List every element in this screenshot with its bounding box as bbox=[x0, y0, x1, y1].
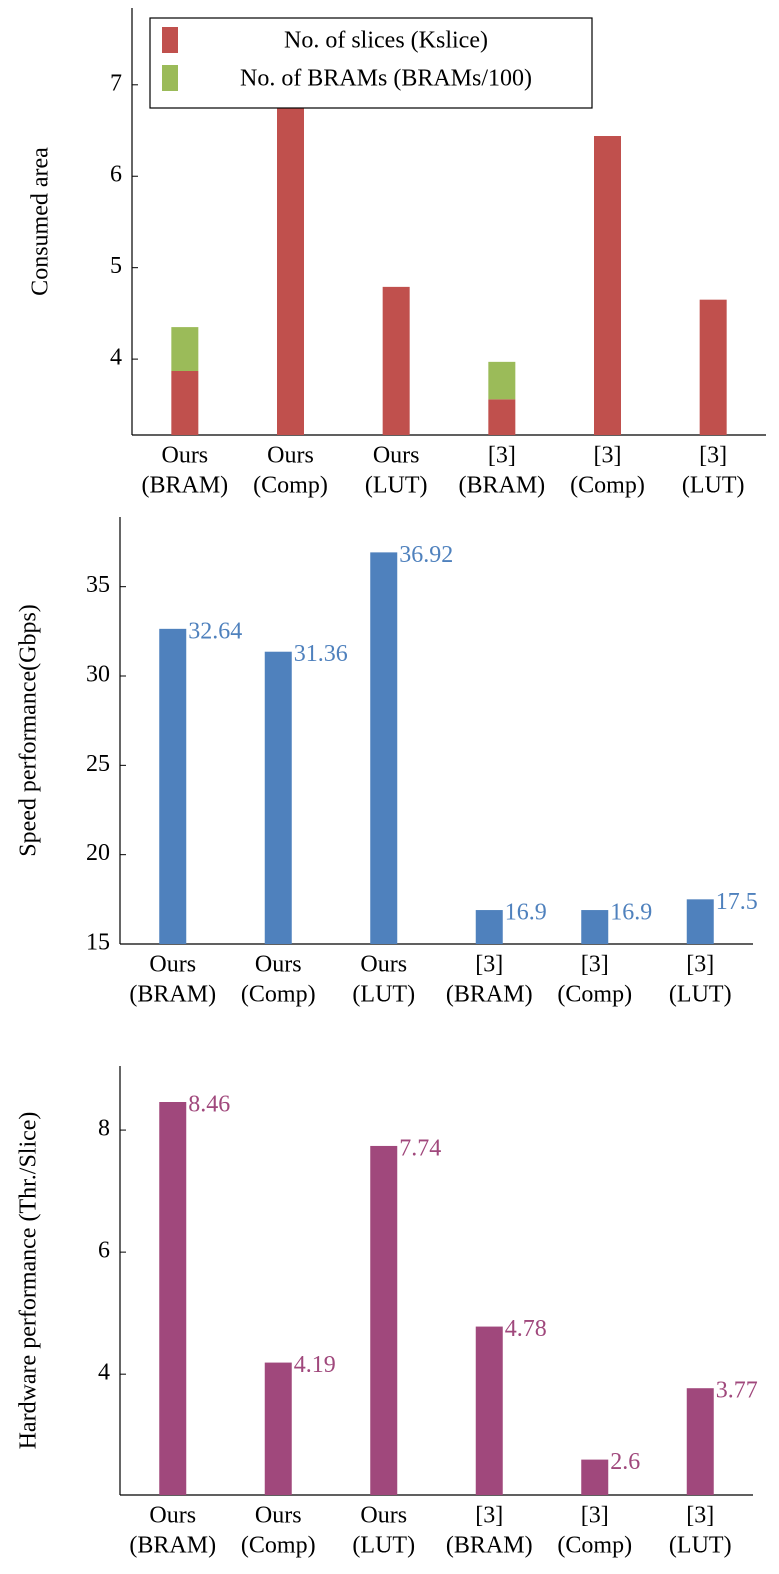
x-tick-label: Ours bbox=[149, 1503, 196, 1529]
x-tick-label: [3] bbox=[581, 1503, 609, 1529]
x-tick-label: (BRAM) bbox=[129, 1533, 216, 1559]
x-tick-label: [3] bbox=[686, 1503, 714, 1529]
x-tick-label: (LUT) bbox=[682, 473, 745, 499]
x-tick-label: (BRAM) bbox=[446, 1533, 533, 1559]
bar-segment bbox=[488, 361, 516, 400]
x-tick-label: (LUT) bbox=[352, 982, 415, 1008]
x-tick-label: [3] bbox=[594, 443, 622, 469]
y-tick-label: 4 bbox=[110, 345, 122, 371]
bar bbox=[581, 910, 609, 944]
bar bbox=[159, 628, 187, 944]
x-tick-label: (LUT) bbox=[669, 982, 732, 1008]
legend-label: No. of BRAMs (BRAMs/100) bbox=[240, 66, 532, 92]
y-tick-label: 25 bbox=[86, 751, 110, 777]
value-label: 16.9 bbox=[610, 900, 652, 926]
value-label: 2.6 bbox=[610, 1449, 640, 1475]
x-tick-label: Ours bbox=[161, 443, 208, 469]
y-axis-label: Consumed area bbox=[28, 147, 54, 296]
value-label: 31.36 bbox=[294, 641, 348, 667]
x-tick-label: (LUT) bbox=[669, 1533, 732, 1559]
x-tick-label: (Comp) bbox=[241, 982, 316, 1008]
x-tick-label: (BRAM) bbox=[129, 982, 216, 1008]
y-tick-label: 30 bbox=[86, 662, 110, 688]
bar bbox=[581, 1459, 609, 1495]
bar bbox=[475, 1326, 503, 1495]
x-tick-label: (Comp) bbox=[253, 473, 328, 499]
value-label: 4.78 bbox=[505, 1316, 547, 1342]
x-tick-label: Ours bbox=[373, 443, 420, 469]
bar-segment bbox=[171, 327, 199, 371]
bar-segment bbox=[594, 136, 621, 436]
x-tick-label: (Comp) bbox=[570, 473, 645, 499]
bar bbox=[475, 910, 503, 944]
bar bbox=[370, 1145, 398, 1495]
x-tick-label: [3] bbox=[581, 952, 609, 978]
bar-segment bbox=[699, 299, 727, 435]
legend-swatch bbox=[162, 27, 178, 53]
x-tick-label: (BRAM) bbox=[458, 473, 545, 499]
bar bbox=[370, 552, 398, 944]
bar bbox=[264, 1362, 292, 1495]
legend-swatch bbox=[162, 65, 178, 91]
x-tick-label: [3] bbox=[699, 443, 727, 469]
value-label: 4.19 bbox=[294, 1352, 336, 1378]
value-label: 17.5 bbox=[716, 889, 758, 915]
legend-label: No. of slices (Kslice) bbox=[284, 28, 488, 54]
y-tick-label: 6 bbox=[98, 1238, 110, 1264]
value-label: 7.74 bbox=[399, 1135, 441, 1161]
y-axis-label: Hardware performance (Thr./Slice) bbox=[16, 1112, 42, 1450]
y-tick-label: 8 bbox=[98, 1116, 110, 1142]
value-label: 32.64 bbox=[188, 618, 242, 644]
bar bbox=[686, 1388, 714, 1495]
y-tick-label: 20 bbox=[86, 840, 110, 866]
bar-segment bbox=[171, 370, 199, 435]
value-label: 3.77 bbox=[716, 1378, 758, 1404]
x-tick-label: (LUT) bbox=[365, 473, 428, 499]
bar-segment bbox=[488, 399, 516, 435]
x-tick-label: Ours bbox=[255, 952, 302, 978]
value-label: 36.92 bbox=[399, 542, 453, 568]
y-tick-label: 6 bbox=[110, 162, 122, 188]
x-tick-label: (BRAM) bbox=[141, 473, 228, 499]
x-tick-label: Ours bbox=[255, 1503, 302, 1529]
value-label: 16.9 bbox=[505, 900, 547, 926]
x-tick-label: Ours bbox=[149, 952, 196, 978]
x-tick-label: Ours bbox=[267, 443, 314, 469]
x-tick-label: [3] bbox=[475, 1503, 503, 1529]
y-tick-label: 7 bbox=[110, 70, 122, 96]
x-tick-label: Ours bbox=[360, 1503, 407, 1529]
x-tick-label: (Comp) bbox=[557, 982, 632, 1008]
y-tick-label: 5 bbox=[110, 253, 122, 279]
x-tick-label: [3] bbox=[475, 952, 503, 978]
bar bbox=[159, 1102, 187, 1495]
bar bbox=[264, 651, 292, 944]
bar-segment bbox=[277, 93, 304, 435]
bar-segment bbox=[382, 286, 410, 435]
x-tick-label: Ours bbox=[360, 952, 407, 978]
y-tick-label: 35 bbox=[86, 572, 110, 598]
bar bbox=[686, 899, 714, 944]
y-tick-label: 15 bbox=[86, 930, 110, 956]
y-axis-label: Speed performance(Gbps) bbox=[16, 604, 42, 857]
x-tick-label: (Comp) bbox=[557, 1533, 632, 1559]
x-tick-label: (BRAM) bbox=[446, 982, 533, 1008]
legend-box bbox=[149, 17, 593, 109]
x-tick-label: [3] bbox=[686, 952, 714, 978]
x-tick-label: (Comp) bbox=[241, 1533, 316, 1559]
value-label: 8.46 bbox=[188, 1092, 230, 1118]
y-tick-label: 4 bbox=[98, 1360, 110, 1386]
x-tick-label: [3] bbox=[488, 443, 516, 469]
x-tick-label: (LUT) bbox=[352, 1533, 415, 1559]
